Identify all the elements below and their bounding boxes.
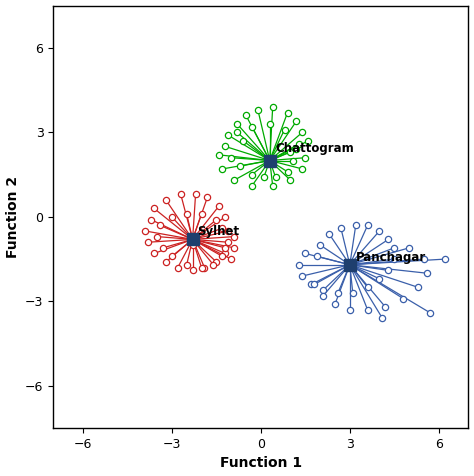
Text: Sylhet: Sylhet xyxy=(197,225,239,238)
Text: Chattogram: Chattogram xyxy=(276,142,355,155)
Y-axis label: Function 2: Function 2 xyxy=(6,176,19,258)
X-axis label: Function 1: Function 1 xyxy=(220,456,302,470)
Text: Panchagar: Panchagar xyxy=(356,250,426,264)
